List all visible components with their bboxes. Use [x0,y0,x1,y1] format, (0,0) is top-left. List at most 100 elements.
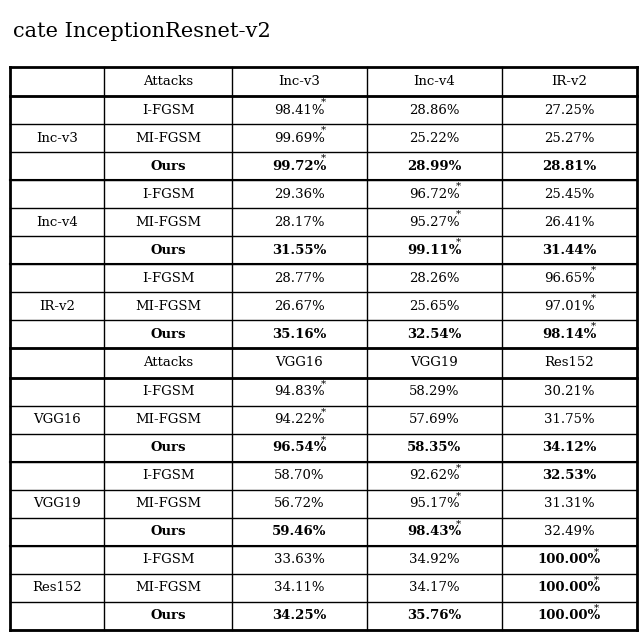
Text: 99.72%: 99.72% [272,160,326,173]
Text: *: * [591,294,596,303]
Text: MI-FGSM: MI-FGSM [135,216,202,229]
Text: VGG16: VGG16 [33,413,81,426]
Text: 58.70%: 58.70% [275,469,324,482]
Text: 56.72%: 56.72% [274,497,325,510]
Text: 30.21%: 30.21% [544,385,595,398]
Text: MI-FGSM: MI-FGSM [135,497,202,510]
Text: 100.00%: 100.00% [538,553,601,566]
Text: I-FGSM: I-FGSM [142,272,195,285]
Text: IR-v2: IR-v2 [552,75,588,88]
Text: *: * [456,182,461,191]
Text: I-FGSM: I-FGSM [142,104,195,116]
Text: 96.72%: 96.72% [409,188,460,201]
Text: 33.63%: 33.63% [274,553,325,566]
Text: 25.27%: 25.27% [544,132,595,144]
Text: Ours: Ours [150,525,186,538]
Text: VGG19: VGG19 [410,356,458,370]
Text: 32.53%: 32.53% [542,469,596,482]
Text: 98.14%: 98.14% [542,328,596,341]
Text: *: * [321,435,326,445]
Text: 26.67%: 26.67% [274,300,325,313]
Text: MI-FGSM: MI-FGSM [135,413,202,426]
Text: 28.77%: 28.77% [274,272,325,285]
Text: 25.22%: 25.22% [409,132,460,144]
Text: 57.69%: 57.69% [409,413,460,426]
Text: 100.00%: 100.00% [538,609,601,622]
Text: MI-FGSM: MI-FGSM [135,581,202,594]
Text: *: * [594,548,599,556]
Text: I-FGSM: I-FGSM [142,553,195,566]
Text: *: * [321,379,326,388]
Text: *: * [591,322,596,331]
Text: 31.44%: 31.44% [542,244,596,257]
Text: 35.16%: 35.16% [272,328,326,341]
Text: 27.25%: 27.25% [544,104,595,116]
Text: 34.25%: 34.25% [272,609,326,622]
Text: 92.62%: 92.62% [409,469,460,482]
Text: 59.46%: 59.46% [272,525,327,538]
Text: 94.22%: 94.22% [275,413,324,426]
Text: 28.86%: 28.86% [409,104,460,116]
Text: Res152: Res152 [545,356,594,370]
Text: MI-FGSM: MI-FGSM [135,132,202,144]
Text: *: * [591,266,596,275]
Text: 100.00%: 100.00% [538,581,601,594]
Text: Inc-v4: Inc-v4 [36,216,78,229]
Text: *: * [456,491,461,501]
Text: 99.69%: 99.69% [274,132,325,144]
Text: 58.29%: 58.29% [409,385,460,398]
Text: cate InceptionResnet-v2: cate InceptionResnet-v2 [13,22,271,41]
Text: 96.54%: 96.54% [272,441,327,454]
Text: 28.81%: 28.81% [542,160,596,173]
Text: 31.31%: 31.31% [544,497,595,510]
Text: *: * [321,98,326,107]
Text: 32.54%: 32.54% [407,328,461,341]
Text: 34.17%: 34.17% [409,581,460,594]
Text: Ours: Ours [150,441,186,454]
Text: 29.36%: 29.36% [274,188,325,201]
Text: I-FGSM: I-FGSM [142,385,195,398]
Text: *: * [594,604,599,612]
Text: 95.27%: 95.27% [409,216,460,229]
Text: *: * [321,126,326,135]
Text: *: * [321,407,326,417]
Text: 35.76%: 35.76% [407,609,461,622]
Text: 99.11%: 99.11% [407,244,461,257]
Text: Res152: Res152 [32,581,82,594]
Text: 98.41%: 98.41% [275,104,324,116]
Text: 34.12%: 34.12% [542,441,596,454]
Text: 95.17%: 95.17% [409,497,460,510]
Text: 96.65%: 96.65% [544,272,595,285]
Text: 58.35%: 58.35% [407,441,461,454]
Text: 94.83%: 94.83% [274,385,325,398]
Text: 34.92%: 34.92% [409,553,460,566]
Text: VGG19: VGG19 [33,497,81,510]
Text: 31.75%: 31.75% [544,413,595,426]
Text: 26.41%: 26.41% [544,216,595,229]
Text: 31.55%: 31.55% [272,244,326,257]
Text: Inc-v3: Inc-v3 [36,132,78,144]
Text: Ours: Ours [150,328,186,341]
Text: *: * [456,238,461,247]
Text: 28.17%: 28.17% [275,216,324,229]
Text: 34.11%: 34.11% [275,581,324,594]
Text: *: * [456,519,461,529]
Text: 97.01%: 97.01% [544,300,595,313]
Text: Inc-v4: Inc-v4 [413,75,455,88]
Text: MI-FGSM: MI-FGSM [135,300,202,313]
Text: Attacks: Attacks [143,356,193,370]
Text: 98.43%: 98.43% [407,525,461,538]
Text: 25.45%: 25.45% [544,188,595,201]
Text: 25.65%: 25.65% [409,300,460,313]
Text: I-FGSM: I-FGSM [142,469,195,482]
Text: IR-v2: IR-v2 [39,300,75,313]
Text: Inc-v3: Inc-v3 [278,75,321,88]
Text: *: * [456,210,461,219]
Text: Ours: Ours [150,160,186,173]
Text: *: * [456,463,461,473]
Text: Attacks: Attacks [143,75,193,88]
Text: *: * [594,576,599,584]
Text: 28.99%: 28.99% [407,160,461,173]
Text: 28.26%: 28.26% [409,272,460,285]
Text: 32.49%: 32.49% [544,525,595,538]
